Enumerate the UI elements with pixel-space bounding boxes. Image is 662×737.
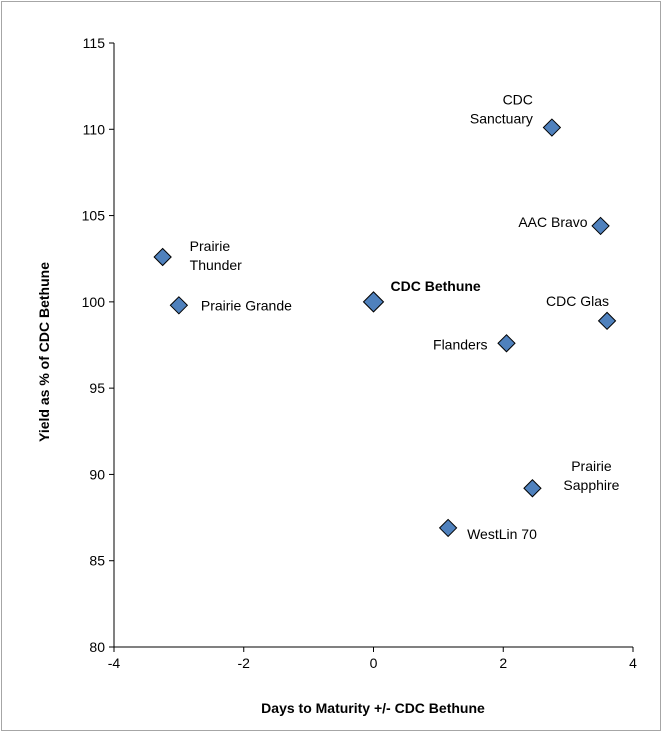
y-tick-label: 115	[83, 35, 106, 51]
point-label-line: Prairie Grande	[201, 297, 292, 313]
x-axis-label: Days to Maturity +/- CDC Bethune	[261, 700, 485, 716]
data-points	[153, 118, 617, 538]
point-label-line: Sapphire	[563, 477, 619, 493]
x-tick-label: -4	[108, 655, 121, 671]
data-point-marker	[169, 296, 189, 315]
data-point-marker	[597, 311, 617, 331]
point-label-line: Flanders	[433, 336, 487, 352]
point-label: WestLin 70	[467, 526, 537, 542]
point-label-line: CDC Bethune	[391, 278, 481, 294]
x-tick-label: -2	[238, 655, 251, 671]
point-label: Flanders	[433, 336, 487, 352]
point-label-line: WestLin 70	[467, 526, 537, 542]
point-label: Prairie Thunder	[190, 238, 242, 273]
y-tick-label: 85	[89, 553, 105, 569]
data-point-marker	[523, 479, 542, 498]
data-point-marker	[497, 334, 516, 353]
data-point-marker	[362, 291, 385, 313]
point-labels: Prairie Thunder Prairie Grande CDC Bethune C…	[190, 92, 620, 542]
y-tick-label: 90	[89, 466, 105, 482]
y-axis-label: Yield as % of CDC Bethune	[36, 262, 52, 442]
point-label: AAC Bravo	[518, 214, 587, 230]
axes: 80 85 90 95 100 105 110 115 -4 -2 0 2 4	[82, 35, 637, 671]
point-label: CDC Bethune	[391, 278, 481, 294]
point-label: Prairie Sapphire	[563, 458, 619, 493]
x-tick-label: 2	[499, 655, 507, 671]
point-label-line: Prairie	[190, 238, 231, 254]
point-label-line: AAC Bravo	[518, 214, 587, 230]
point-label-line: Sanctuary	[470, 111, 533, 127]
y-tick-label: 105	[82, 208, 106, 224]
point-label: CDC Glas	[546, 293, 609, 309]
y-tick-label: 80	[89, 639, 105, 655]
data-point-marker	[591, 216, 610, 236]
x-tick-label: 4	[629, 655, 637, 671]
point-label-line: CDC Glas	[546, 293, 609, 309]
x-tick-label: 0	[370, 655, 378, 671]
point-label: Prairie Grande	[201, 297, 292, 313]
point-label: CDC Sanctuary	[470, 92, 533, 127]
point-label-line: Prairie	[571, 458, 612, 474]
y-tick-label: 100	[82, 294, 106, 310]
point-label-line: Thunder	[190, 257, 242, 273]
point-label-line: CDC	[503, 92, 533, 108]
data-point-marker	[542, 118, 562, 137]
y-tick-label: 110	[83, 121, 106, 137]
y-tick-label: 95	[89, 380, 105, 396]
data-point-marker	[153, 247, 172, 267]
data-point-marker	[438, 518, 458, 538]
